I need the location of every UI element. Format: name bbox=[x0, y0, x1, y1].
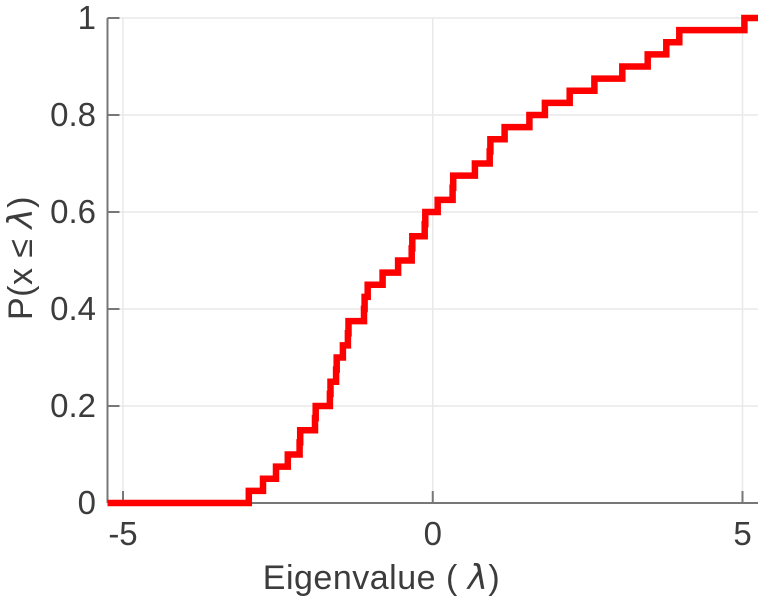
y-tick-label: 1 bbox=[78, 0, 96, 36]
gridlines bbox=[107, 17, 758, 503]
x-tick-label: -5 bbox=[108, 515, 137, 552]
y-tick-label: 0 bbox=[78, 484, 96, 521]
y-tick-label: 0.8 bbox=[50, 96, 96, 133]
lambda-symbol: λ bbox=[467, 558, 489, 598]
lambda-symbol: λ bbox=[1, 207, 41, 229]
x-axis-label: Eigenvalue ( λ) bbox=[0, 558, 763, 598]
tick-labels: -5 0 5 0 0.2 0.4 0.6 0.8 1 bbox=[50, 0, 752, 552]
x-axis-label-text: Eigenvalue ( bbox=[262, 559, 468, 597]
y-axis-label-text: P(x ≤ bbox=[2, 228, 40, 321]
x-axis-label-close: ) bbox=[488, 559, 501, 597]
y-axis-label: P(x ≤ λ) bbox=[0, 78, 45, 438]
y-tick-label: 0.2 bbox=[50, 387, 96, 424]
x-tick-label: 5 bbox=[733, 515, 751, 552]
ecdf-step-curve bbox=[107, 14, 758, 507]
y-axis-label-close: ) bbox=[2, 196, 40, 208]
y-tick-label: 0.6 bbox=[50, 193, 96, 230]
y-tick-label: 0.4 bbox=[50, 290, 96, 327]
x-tick-label: 0 bbox=[424, 515, 442, 552]
